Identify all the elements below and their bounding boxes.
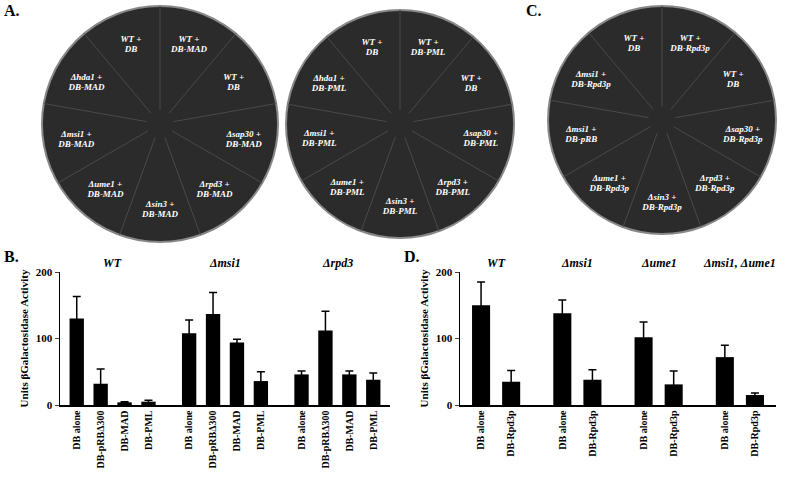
svg-text:200: 200 (36, 266, 53, 278)
svg-text:Δmsi1 +DB-PML: Δmsi1 +DB-PML (301, 128, 337, 148)
svg-text:DB-MAD: DB-MAD (119, 411, 130, 452)
svg-text:DB alone: DB alone (296, 410, 307, 450)
svg-text:Δume1: Δume1 (641, 256, 677, 270)
svg-text:0: 0 (47, 399, 53, 411)
svg-text:DB alone: DB alone (638, 410, 649, 450)
svg-text:WT +DB: WT +DB (223, 72, 244, 92)
svg-text:DB-Rpd3p: DB-Rpd3p (668, 410, 679, 457)
svg-text:DB alone: DB alone (71, 410, 82, 450)
html-text:B.: B. (4, 248, 19, 265)
svg-text:WT +DB: WT +DB (120, 34, 141, 54)
svg-text:100: 100 (436, 332, 453, 344)
svg-text:Units βGalactosidase Activity: Units βGalactosidase Activity (418, 269, 430, 407)
svg-text:WT: WT (103, 256, 122, 270)
svg-text:Δsap30 +DB-PML: Δsap30 +DB-PML (463, 128, 499, 148)
svg-text:WT +DB: WT +DB (361, 37, 382, 57)
svg-text:Δmsi1 +DB-MAD: Δmsi1 +DB-MAD (57, 129, 95, 149)
svg-text:200: 200 (436, 266, 453, 278)
svg-text:Δsin3 +DB-MAD: Δsin3 +DB-MAD (141, 199, 179, 219)
svg-text:DB alone: DB alone (557, 410, 568, 450)
svg-text:Δsin3 +DB-Rpd3p: Δsin3 +DB-Rpd3p (641, 192, 682, 212)
svg-text:Δume1 +DB-PML: Δume1 +DB-PML (329, 177, 365, 197)
svg-text:WT +DB-PML: WT +DB-PML (410, 37, 446, 57)
svg-text:Units βGalactosidase Activity: Units βGalactosidase Activity (18, 269, 30, 407)
svg-text:DB alone: DB alone (719, 410, 730, 450)
svg-text:Δmsi1 +DB-Rpd3p: Δmsi1 +DB-Rpd3p (570, 69, 611, 89)
svg-text:DB-MAD: DB-MAD (231, 411, 242, 452)
svg-text:DB-PML: DB-PML (143, 410, 154, 450)
svg-text:Δmsi1, Δume1: Δmsi1, Δume1 (703, 256, 776, 270)
svg-text:DB-Rpd3p: DB-Rpd3p (587, 410, 598, 457)
svg-text:WT +DB: WT +DB (623, 33, 644, 53)
svg-text:100: 100 (36, 332, 53, 344)
svg-text:Δmsi1: Δmsi1 (209, 256, 241, 270)
svg-text:Δrpd3 +DB-PML: Δrpd3 +DB-PML (435, 177, 471, 197)
svg-text:Δmsi1 +DB-pRB: Δmsi1 +DB-pRB (564, 124, 597, 144)
svg-text:DB-pRBΔ300: DB-pRBΔ300 (95, 411, 106, 469)
svg-text:DB-pRBΔ300: DB-pRBΔ300 (320, 411, 331, 469)
svg-text:WT +DB: WT +DB (723, 69, 744, 89)
svg-text:Δrpd3 +DB-Rpd3p: Δrpd3 +DB-Rpd3p (694, 173, 735, 193)
svg-text:WT +DB: WT +DB (461, 73, 482, 93)
svg-text:Δsap30 +DB-MAD: Δsap30 +DB-MAD (225, 129, 263, 149)
svg-text:DB-PML: DB-PML (368, 410, 379, 450)
html-text:D.: D. (404, 248, 420, 265)
html-text:A.: A. (4, 2, 20, 19)
svg-text:Δhda1 +DB-PML: Δhda1 +DB-PML (311, 73, 347, 93)
svg-text:DB alone: DB alone (183, 410, 194, 450)
html-text:C.: C. (526, 2, 542, 19)
svg-text:Δrpd3 +DB-MAD: Δrpd3 +DB-MAD (196, 179, 234, 199)
svg-text:DB-pRBΔ300: DB-pRBΔ300 (207, 411, 218, 469)
svg-text:DB alone: DB alone (475, 410, 486, 450)
svg-text:WT +DB-Rpd3p: WT +DB-Rpd3p (669, 33, 710, 53)
svg-text:DB-MAD: DB-MAD (344, 411, 355, 452)
svg-text:DB-Rpd3p: DB-Rpd3p (749, 410, 760, 457)
svg-text:Δume1 +DB-MAD: Δume1 +DB-MAD (86, 179, 124, 199)
svg-text:Δume1 +DB-Rpd3p: Δume1 +DB-Rpd3p (588, 173, 629, 193)
svg-text:DB-Rpd3p: DB-Rpd3p (505, 410, 516, 457)
svg-text:Δsin3 +DB-PML: Δsin3 +DB-PML (382, 196, 418, 216)
svg-text:WT +DB-MAD: WT +DB-MAD (170, 34, 208, 54)
svg-text:DB-PML: DB-PML (255, 410, 266, 450)
svg-text:Δrpd3: Δrpd3 (322, 256, 353, 270)
svg-text:Δmsi1: Δmsi1 (561, 256, 593, 270)
svg-text:Δsap30 +DB-Rpd3p: Δsap30 +DB-Rpd3p (722, 124, 763, 144)
svg-text:WT: WT (487, 256, 506, 270)
svg-text:Δhda1 +DB-MAD: Δhda1 +DB-MAD (67, 72, 105, 92)
svg-text:0: 0 (447, 399, 453, 411)
